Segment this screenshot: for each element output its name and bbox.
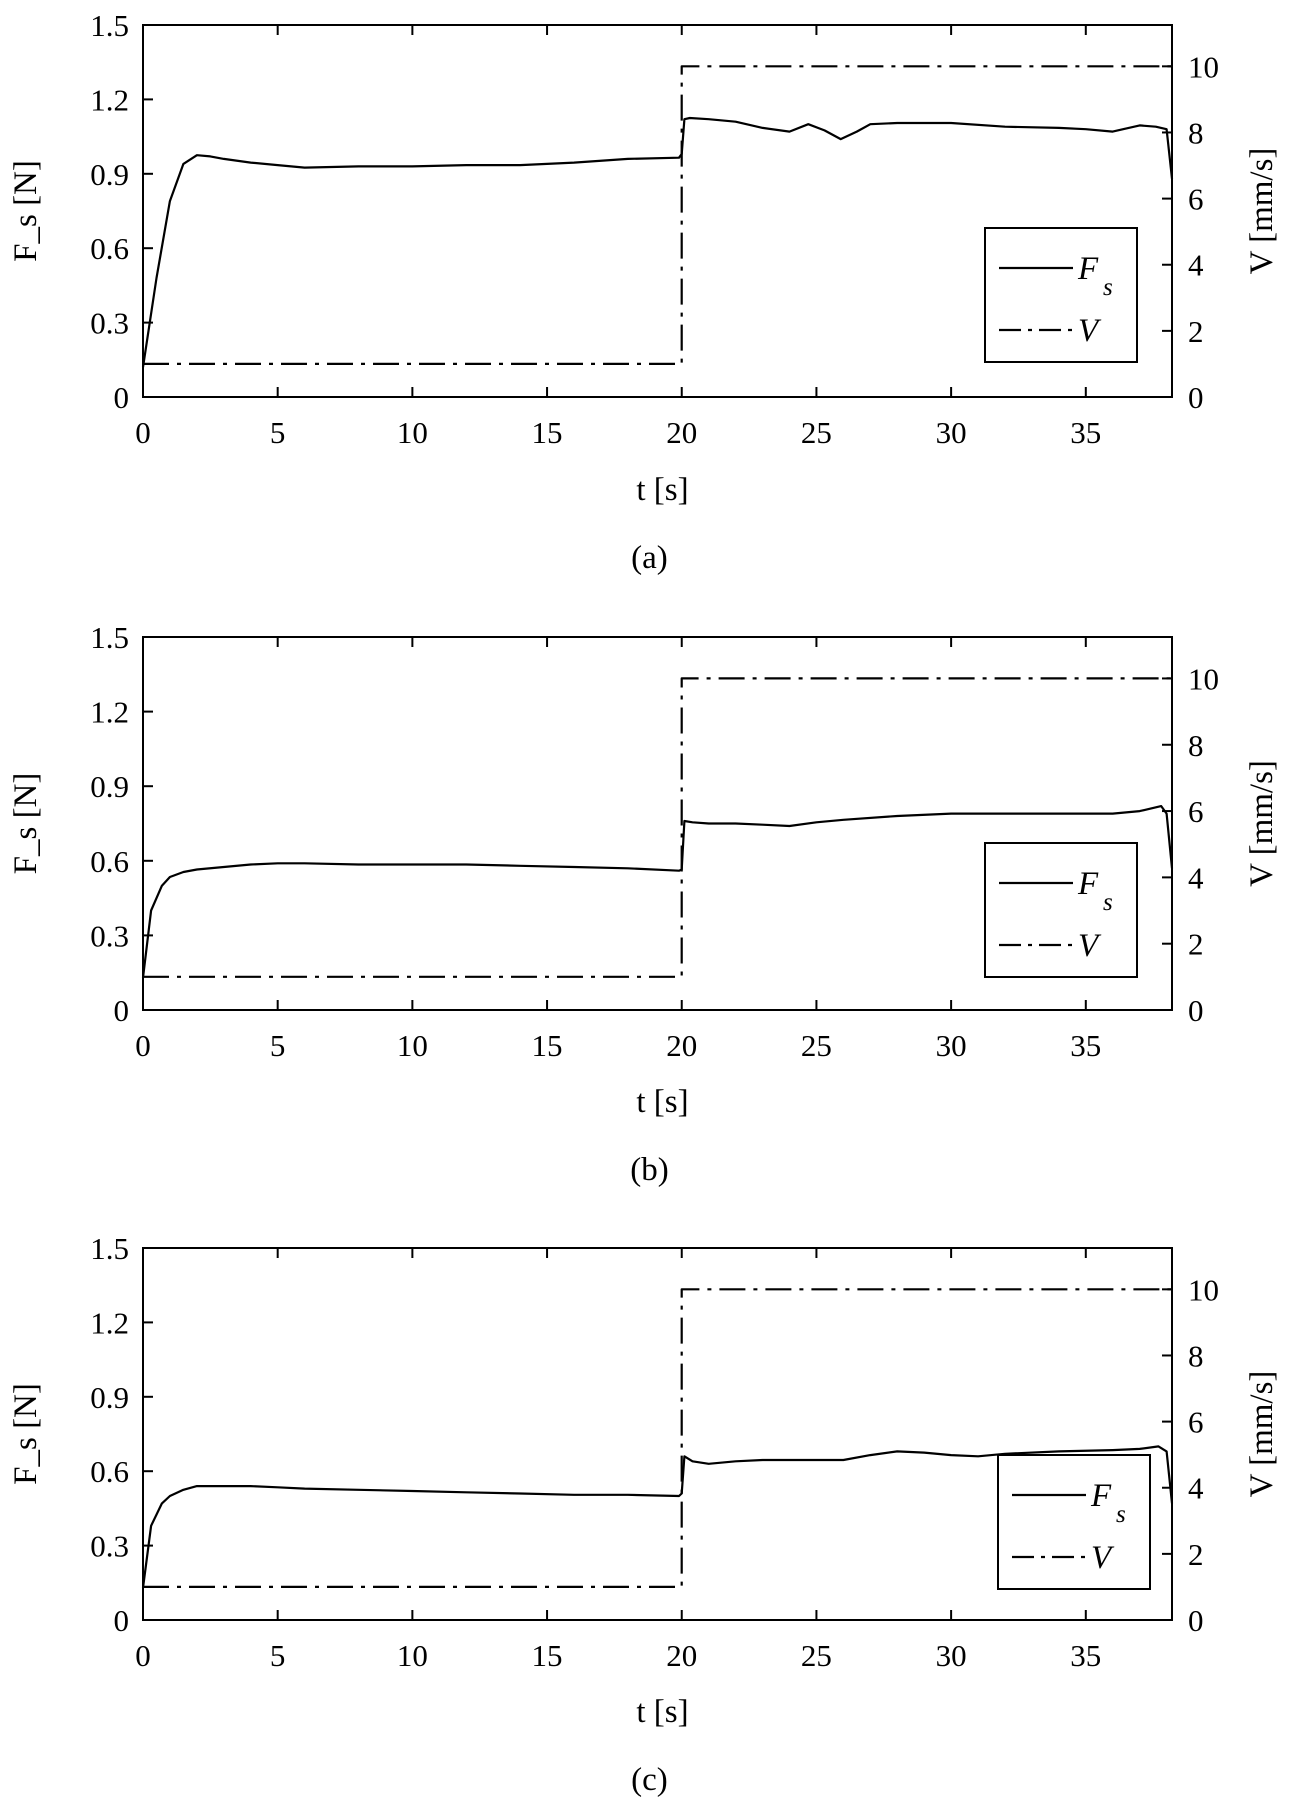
x-tick-label: 20 — [666, 1638, 697, 1673]
y-right-tick-label: 2 — [1188, 314, 1204, 349]
y-right-tick-label: 0 — [1188, 380, 1204, 415]
legend-box — [984, 842, 1138, 978]
y-left-tick-label: 0 — [114, 993, 130, 1028]
chart-panel-a: 0 5 10 15 20 25 30 35 0 0.3 0.6 0.9 1.2 1.5 0 2 4 6 8 10 t [… — [8, 8, 1280, 576]
legend-box — [997, 1454, 1151, 1590]
y-right-tick-label: 4 — [1188, 860, 1204, 895]
plot-frame — [142, 24, 1173, 398]
y-right-tick-label: 0 — [1188, 993, 1204, 1028]
y-left-tick-label: 0.6 — [90, 1454, 129, 1489]
y-left-tick-label: 0.9 — [90, 769, 129, 804]
y-left-tick-label: 1.2 — [90, 695, 129, 730]
y-left-tick-label: 0.9 — [90, 1380, 129, 1415]
y-right-axis-label: V [mm/s] — [1244, 760, 1280, 887]
y-right-tick-label: 0 — [1188, 1603, 1204, 1638]
y-right-tick-label: 2 — [1188, 927, 1204, 962]
y-left-tick-label: 1.5 — [90, 8, 129, 43]
chart-panel-b: 0 5 10 15 20 25 30 35 0 0.3 0.6 0.9 1.2 1.5 0 2 4 6 8 10 t [… — [8, 620, 1280, 1188]
y-right-tick-label: 8 — [1188, 728, 1204, 763]
x-tick-label: 35 — [1070, 1028, 1101, 1063]
y-right-tick-label: 6 — [1188, 794, 1204, 829]
y-right-tick-label: 10 — [1188, 661, 1219, 696]
x-tick-label: 5 — [270, 1028, 286, 1063]
legend-box — [984, 227, 1138, 363]
legend-label: F — [1077, 866, 1099, 902]
legend: FsV — [997, 1454, 1151, 1590]
x-tick-label: 10 — [397, 1638, 428, 1673]
y-left-tick-label: 0.6 — [90, 231, 129, 266]
y-right-tick-label: 4 — [1188, 248, 1204, 283]
panel-caption: (a) — [631, 540, 668, 576]
y-left-tick-label: 0.3 — [90, 1529, 129, 1564]
x-tick-label: 10 — [397, 415, 428, 450]
y-left-tick-label: 0.3 — [90, 918, 129, 953]
x-tick-label: 25 — [801, 1028, 832, 1063]
y-left-axis-label: F_s [N] — [8, 773, 44, 875]
x-tick-label: 15 — [532, 1028, 563, 1063]
y-right-tick-label: 6 — [1188, 182, 1204, 217]
x-tick-label: 5 — [270, 415, 286, 450]
legend-label-subscript: s — [1103, 889, 1113, 916]
legend: FsV — [984, 227, 1138, 363]
x-tick-label: 0 — [135, 1028, 151, 1063]
x-tick-label: 20 — [666, 415, 697, 450]
series-line-v — [143, 677, 1172, 978]
legend-label: V — [1078, 313, 1102, 349]
legend-label: F — [1077, 251, 1099, 287]
x-tick-label: 30 — [936, 1028, 967, 1063]
y-right-tick-label: 8 — [1188, 1338, 1204, 1373]
x-tick-label: 30 — [936, 1638, 967, 1673]
y-left-tick-label: 0 — [114, 1603, 130, 1638]
x-tick-label: 10 — [397, 1028, 428, 1063]
x-tick-label: 25 — [801, 415, 832, 450]
panel-caption: (c) — [631, 1762, 668, 1798]
x-tick-label: 0 — [135, 1638, 151, 1673]
plot-frame — [142, 1247, 1173, 1621]
x-tick-label: 20 — [666, 1028, 697, 1063]
plot-frame — [142, 636, 1173, 1011]
y-right-tick-label: 2 — [1188, 1537, 1204, 1572]
y-right-axis-label: V [mm/s] — [1244, 1371, 1280, 1498]
y-right-tick-label: 4 — [1188, 1471, 1204, 1506]
y-left-tick-label: 0.6 — [90, 844, 129, 879]
y-right-tick-label: 6 — [1188, 1405, 1204, 1440]
y-left-tick-label: 1.2 — [90, 1305, 129, 1340]
x-axis-label: t [s] — [636, 1084, 688, 1120]
x-tick-label: 15 — [532, 415, 563, 450]
x-axis-label: t [s] — [636, 1694, 688, 1730]
x-tick-label: 0 — [135, 415, 151, 450]
y-left-axis-label: F_s [N] — [8, 160, 44, 262]
y-right-axis-label: V [mm/s] — [1244, 148, 1280, 275]
y-left-tick-label: 1.5 — [90, 620, 129, 655]
x-tick-label: 15 — [532, 1638, 563, 1673]
y-left-tick-label: 0.9 — [90, 157, 129, 192]
y-left-tick-label: 1.5 — [90, 1231, 129, 1266]
legend-label: V — [1078, 928, 1102, 964]
legend-label-subscript: s — [1103, 274, 1113, 301]
legend: FsV — [984, 842, 1138, 978]
y-right-tick-label: 10 — [1188, 49, 1219, 84]
chart-panel-c: 0 5 10 15 20 25 30 35 0 0.3 0.6 0.9 1.2 1.5 0 2 4 6 8 10 t [… — [8, 1231, 1280, 1798]
series-line-f-s — [141, 116, 1174, 368]
legend-label: F — [1090, 1478, 1112, 1514]
y-left-tick-label: 1.2 — [90, 82, 129, 117]
y-right-tick-label: 8 — [1188, 115, 1204, 150]
legend-label-subscript: s — [1116, 1501, 1126, 1528]
series-line-v — [143, 1288, 1172, 1589]
x-tick-label: 35 — [1070, 1638, 1101, 1673]
x-tick-label: 30 — [936, 415, 967, 450]
y-left-tick-label: 0.3 — [90, 306, 129, 341]
x-axis-label: t [s] — [636, 472, 688, 508]
y-left-axis-label: F_s [N] — [8, 1383, 44, 1485]
y-right-tick-label: 10 — [1188, 1272, 1219, 1307]
y-left-tick-label: 0 — [114, 380, 130, 415]
legend-label: V — [1091, 1540, 1115, 1576]
x-tick-label: 25 — [801, 1638, 832, 1673]
x-tick-label: 35 — [1070, 415, 1101, 450]
x-tick-label: 5 — [270, 1638, 286, 1673]
series-line-v — [143, 65, 1172, 365]
panel-caption: (b) — [630, 1152, 668, 1188]
